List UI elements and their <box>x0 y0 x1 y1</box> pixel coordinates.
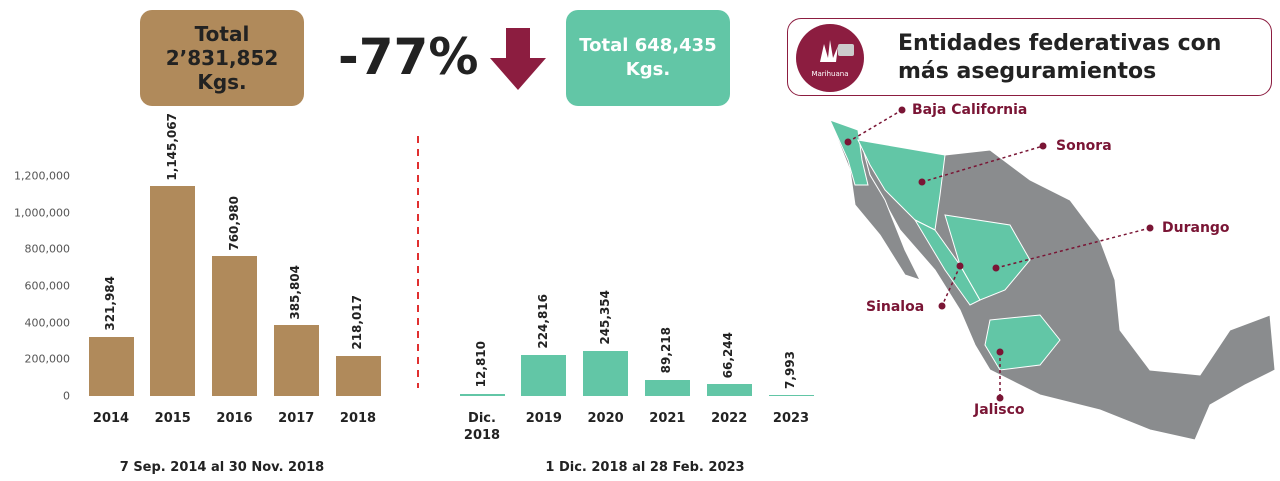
x-tick-label: 2023 <box>772 411 810 426</box>
divider <box>417 136 419 388</box>
value-label: 89,218 <box>659 327 674 374</box>
x-tick-label: 2017 <box>278 411 315 426</box>
bar <box>88 336 134 396</box>
value-label: 245,354 <box>597 290 612 346</box>
x-tick-label: 2016 <box>216 411 253 426</box>
x-tick-label: 2015 <box>154 411 191 426</box>
bar <box>583 351 629 396</box>
value-label: 12,810 <box>474 341 488 388</box>
x-axis-label: 7 Sep. 2014 al 30 Nov. 2018 <box>119 460 325 475</box>
bar <box>644 379 690 396</box>
state-label: Sonora <box>1056 138 1112 154</box>
x-axis-label: 1 Dic. 2018 al 28 Feb. 2023 <box>545 460 745 475</box>
value-label: 224,816 <box>535 294 550 349</box>
bar <box>768 394 814 396</box>
value-label: 66,244 <box>721 331 736 378</box>
y-tick-label: 1,200,000 <box>14 169 70 183</box>
x-tick-label: 2020 <box>587 411 624 426</box>
total-left: Total 2’831,852 Kgs. <box>140 10 304 106</box>
map <box>829 106 1276 441</box>
x-tick-label: 2018 <box>339 411 377 426</box>
bar <box>459 393 505 396</box>
x-tick-label: 2014 <box>92 411 130 426</box>
bar <box>150 186 196 396</box>
bar <box>273 325 319 396</box>
total-right: Total 648,435 Kgs. <box>566 10 730 106</box>
y-tick-label: 200,000 <box>24 352 71 366</box>
value-label: 7,993 <box>783 350 797 389</box>
icon-label: Marihuana <box>811 70 849 78</box>
value-label: 321,984 <box>103 276 117 331</box>
value-label: 385,804 <box>288 264 303 320</box>
value-label: 760,980 <box>226 195 241 251</box>
y-tick-label: 800,000 <box>24 242 71 256</box>
map-header <box>787 18 1272 96</box>
change: -77% <box>338 28 479 86</box>
y-tick-label: 1,000,000 <box>14 206 70 220</box>
state-label: Durango <box>1162 220 1230 236</box>
x-tick-label: 2019 <box>525 411 562 426</box>
x-tick-label: Dic. 2018 <box>463 411 501 443</box>
state-label: Jalisco <box>974 402 1025 418</box>
x-tick-label: 2022 <box>711 411 748 426</box>
y-tick-label: 400,000 <box>24 316 71 330</box>
value-label: 1,145,067 <box>164 112 179 181</box>
bar <box>521 354 567 396</box>
bar <box>706 383 752 396</box>
bar <box>212 256 257 396</box>
icon <box>796 24 864 92</box>
bar <box>335 356 381 396</box>
state-label: Baja California <box>912 102 1028 118</box>
y-tick-label: 600,000 <box>24 279 71 293</box>
down-arrow <box>490 28 546 90</box>
value-label: 218,017 <box>350 295 364 351</box>
state-label: Sinaloa <box>866 299 925 315</box>
x-tick-label: 2021 <box>649 411 686 426</box>
map-title: Entidades federativas con más aseguramie… <box>898 31 1222 84</box>
y-tick-label: 0 <box>63 389 70 403</box>
